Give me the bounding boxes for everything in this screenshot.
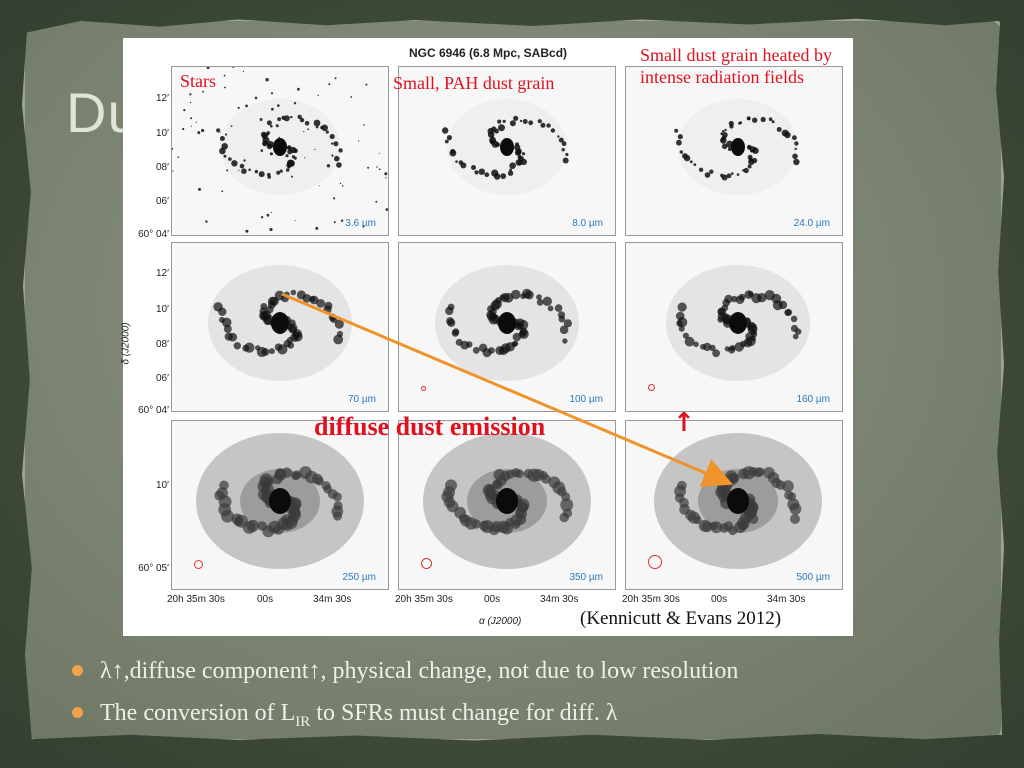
x-tick: 20h 35m 30s [395,594,453,605]
galaxy-image [208,265,352,381]
y-tick: 12′ [156,93,169,104]
y-tick: 60° 04′ [138,229,169,240]
y-tick: 10′ [156,304,169,315]
bullet-icon [72,707,83,718]
wavelength-label: 3.6 µm [345,218,376,229]
panel-250um: 250 µm [171,420,389,590]
panel-3-6um: 3.6 µm [171,66,389,236]
wavelength-label: 24.0 µm [793,218,830,229]
bullet-subscript: IR [295,713,311,730]
figure-image: NGC 6946 (6.8 Mpc, SABcd) 12′ 10′ 08′ 06… [121,38,853,636]
panel-70um: 70 µm [171,242,389,412]
bullet-text-post: to SFRs must change for diff. λ [310,700,618,726]
wavelength-label: 100 µm [569,394,603,405]
bullet-text: λ↑,diffuse component↑, physical change, … [100,658,739,684]
x-tick: 34m 30s [767,594,806,605]
wavelength-label: 8.0 µm [572,218,603,229]
galaxy-image [423,433,591,569]
x-tick: 00s [257,594,274,605]
panel-8-0um: 8.0 µm [398,66,616,236]
galaxy-image [442,99,569,195]
galaxy-image [435,265,579,381]
annotation-diffuse: diffuse dust emission [314,412,546,441]
y-tick: 06′ [156,373,169,384]
annotation-small-dust: Small dust grain heated by intense radia… [640,44,832,88]
y-tick: 08′ [156,162,169,173]
beam-marker [421,386,426,391]
y-tick: 08′ [156,339,169,350]
y-tick: 60° 05′ [138,563,169,574]
wavelength-label: 160 µm [796,394,830,405]
y-tick: 06′ [156,196,169,207]
bullet-text-pre: The conversion of L [100,700,296,726]
annotation-line: Small dust grain heated by [640,45,832,65]
beam-marker [421,558,432,569]
y-tick: 10′ [156,128,169,139]
wavelength-label: 500 µm [796,572,830,583]
annotation-pah: Small, PAH dust grain [393,73,555,93]
y-tick: 60° 04′ [138,405,169,416]
figure-title: NGC 6946 (6.8 Mpc, SABcd) [408,46,568,60]
up-arrow-icon: ↑ [673,408,695,438]
x-tick: 00s [711,594,728,605]
bullet-icon [72,665,83,676]
beam-marker [648,555,662,569]
orange-arrow [281,292,734,487]
bullet-item: The conversion of LIR to SFRs must chang… [70,692,738,743]
y-tick: 10′ [156,480,169,491]
y-tick: 12′ [156,268,169,279]
annotation-line: intense radiation fields [640,67,804,87]
panel-350um: 350 µm [398,420,616,590]
panel-24um: 24.0 µm [625,66,843,236]
bullet-list: λ↑,diffuse component↑, physical change, … [70,650,738,743]
x-axis-label: α (J2000) [479,616,522,627]
wavelength-label: 70 µm [348,394,376,405]
panel-500um: 500 µm [625,420,843,590]
annotation-stars: Stars [180,71,216,91]
wavelength-label: 250 µm [342,572,376,583]
galaxy-image [654,433,822,569]
panel-160um: 160 µm [625,242,843,412]
bullet-item: λ↑,diffuse component↑, physical change, … [70,650,738,692]
galaxy-image [196,433,364,569]
beam-marker [648,384,655,391]
x-tick: 34m 30s [540,594,579,605]
x-tick: 20h 35m 30s [622,594,680,605]
panel-100um: 100 µm [398,242,616,412]
galaxy-image [674,99,800,195]
galaxy-image [172,67,388,233]
x-tick: 20h 35m 30s [167,594,225,605]
beam-marker [194,560,203,569]
x-tick: 34m 30s [313,594,352,605]
x-tick: 00s [484,594,501,605]
wavelength-label: 350 µm [569,572,603,583]
galaxy-image [666,265,810,381]
citation: (Kennicutt & Evans 2012) [578,608,784,630]
